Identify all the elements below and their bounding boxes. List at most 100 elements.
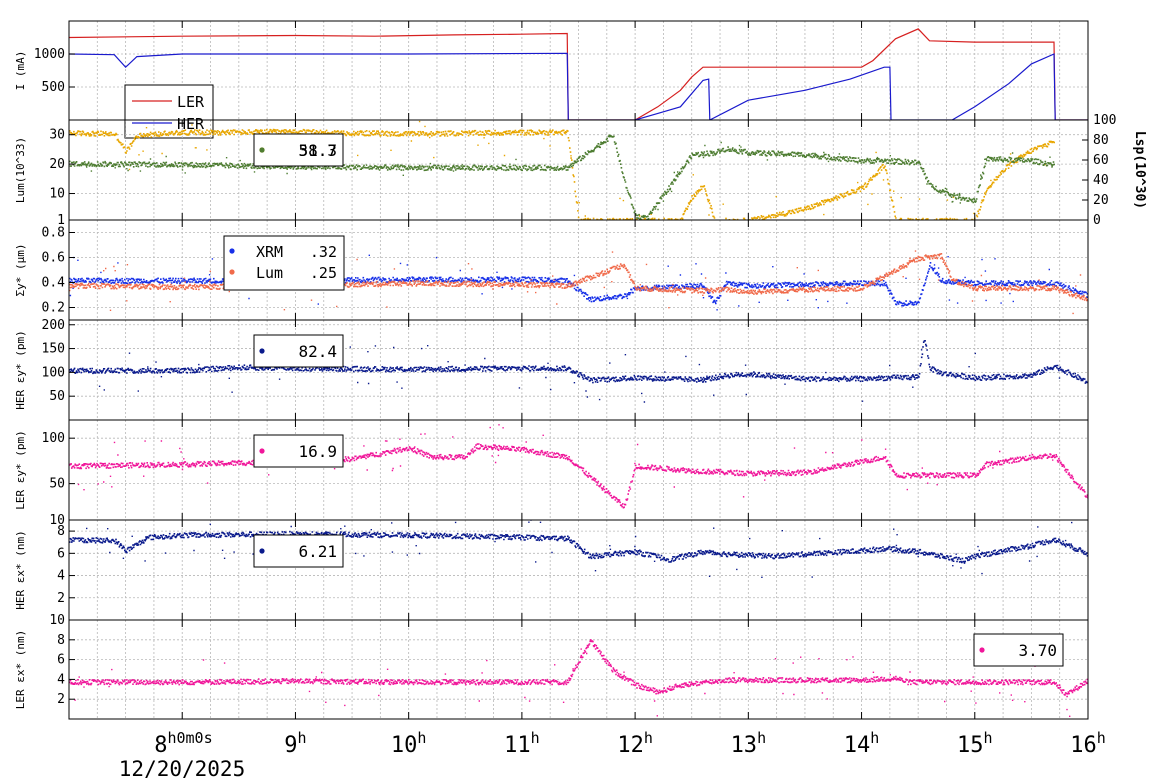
y-tick-label: 1000 bbox=[34, 47, 65, 62]
y2-tick-label: 40 bbox=[1093, 173, 1109, 188]
y-tick-label: 4 bbox=[57, 672, 65, 687]
x-tick-label: 13h bbox=[731, 729, 767, 758]
x-tick-label: 16h bbox=[1070, 729, 1106, 758]
y-tick-label: 8 bbox=[57, 524, 65, 539]
plot-area bbox=[69, 28, 1088, 120]
readout-frame bbox=[253, 534, 344, 568]
x-tick-label: 11h bbox=[504, 729, 540, 758]
series-dots bbox=[69, 520, 1088, 578]
series-dots bbox=[69, 120, 1055, 220]
x-tick-label: 14h bbox=[844, 729, 880, 758]
y-tick-label: 10 bbox=[49, 187, 65, 202]
readout-frame bbox=[973, 633, 1064, 667]
readout-frame bbox=[253, 133, 344, 167]
legend-frame bbox=[124, 84, 214, 139]
y2-tick-label: 100 bbox=[1093, 113, 1116, 128]
readout-box: 58.731.3 bbox=[253, 133, 344, 167]
readout-marker bbox=[259, 548, 265, 554]
plot-area bbox=[69, 639, 1088, 717]
plot-area bbox=[69, 520, 1088, 578]
x-tick-label: 15h bbox=[957, 729, 993, 758]
series-lsp bbox=[69, 134, 1055, 220]
y-tick-label: 0.6 bbox=[42, 251, 65, 266]
x-tick-label: 8h0m0s bbox=[154, 729, 212, 758]
panel-ler_ex: 2 4 6 8 10 LER εx* (nm) 3.70 bbox=[14, 613, 1089, 720]
legend-marker bbox=[229, 248, 235, 254]
y-tick-label: 10 bbox=[49, 513, 65, 528]
series-her-y- bbox=[69, 340, 1088, 403]
readout-box: 82.4 bbox=[253, 334, 344, 368]
y-tick-label: 100 bbox=[42, 365, 65, 380]
series-lum bbox=[69, 250, 1088, 315]
y-axis-label: LER εy* (pm) bbox=[14, 430, 27, 509]
panel-ler_ey: 10 50 100 LER εy* (pm) 16.9 bbox=[14, 419, 1089, 528]
y-tick-label: 0.8 bbox=[42, 226, 65, 241]
y-tick-label: 30 bbox=[49, 128, 65, 143]
y-axis-label: LER εx* (nm) bbox=[14, 630, 27, 709]
y-axis-label: Lum(10^33) bbox=[14, 137, 27, 203]
series-ler bbox=[69, 28, 1088, 120]
readout-box: 16.9 bbox=[253, 434, 344, 468]
y-tick-label: 6 bbox=[57, 546, 65, 561]
y-axis-label: Σy* (μm) bbox=[14, 244, 27, 297]
y-axis-label: HER εy* (pm) bbox=[14, 330, 27, 409]
y-tick-label: 10 bbox=[49, 613, 65, 628]
readout-value: 58.7 bbox=[298, 141, 337, 160]
readout-value: 3.70 bbox=[1018, 641, 1057, 660]
legend-label: XRM bbox=[256, 243, 283, 261]
series-dots bbox=[69, 340, 1088, 403]
y-tick-label: 2 bbox=[57, 591, 65, 606]
legend-label: LER bbox=[177, 93, 205, 111]
y-tick-label: 100 bbox=[42, 431, 65, 446]
series-line bbox=[69, 28, 1088, 120]
series-her-x- bbox=[69, 520, 1088, 578]
y2-tick-label: 0 bbox=[1093, 213, 1101, 228]
legend-frame bbox=[223, 235, 345, 291]
y-tick-label: 0.2 bbox=[42, 301, 65, 316]
panel-sigma: 0.2 0.4 0.6 0.8 Σy* (μm) XRM .32 Lum .25 bbox=[14, 219, 1089, 321]
readout-frame bbox=[253, 434, 344, 468]
readout-box: 3.70 bbox=[973, 633, 1064, 667]
y-tick-label: 6 bbox=[57, 653, 65, 668]
plot-area bbox=[69, 424, 1088, 509]
panel-frame bbox=[68, 619, 1089, 720]
y-tick-label: 50 bbox=[49, 477, 65, 492]
x-tick-label: 10h bbox=[391, 729, 427, 758]
series-line bbox=[69, 52, 1088, 120]
y2-tick-label: 80 bbox=[1093, 133, 1109, 148]
y-tick-label: 0.4 bbox=[42, 276, 66, 291]
series-dots bbox=[69, 424, 1088, 509]
y2-axis-label: Lsp(10^30) bbox=[1132, 131, 1147, 209]
readout-frame bbox=[253, 334, 344, 368]
y-axis-label: I (mA) bbox=[14, 51, 27, 91]
readout-value: 31.3 bbox=[298, 141, 337, 160]
readout-value: 6.21 bbox=[298, 542, 337, 561]
x-axis-labels: 8h0m0s 9h 10h 11h 12h 13h 14h 15h 16h bbox=[154, 729, 1106, 758]
series-her bbox=[69, 52, 1088, 120]
panel-her_ex: 2 4 6 8 HER εx* (nm) 6.21 bbox=[14, 519, 1089, 621]
plot-area bbox=[69, 120, 1055, 220]
y-tick-label: 150 bbox=[42, 342, 65, 357]
readout-marker bbox=[979, 647, 985, 653]
panel-her_ey: 50 100 150 200 HER εy* (pm) 82.4 bbox=[14, 318, 1089, 421]
legend-marker bbox=[229, 269, 235, 275]
y2-tick-label: 20 bbox=[1093, 193, 1109, 208]
readout-value: 16.9 bbox=[298, 442, 337, 461]
y-axis-label: HER εx* (nm) bbox=[14, 530, 27, 609]
legend-label: Lum bbox=[256, 264, 283, 282]
readout-marker bbox=[259, 348, 265, 354]
y-tick-label: 200 bbox=[42, 318, 65, 333]
y-tick-label: 2 bbox=[57, 692, 65, 707]
series-ler-x- bbox=[69, 639, 1088, 717]
y-tick-label: 500 bbox=[42, 80, 65, 95]
legend: XRM .32 Lum .25 bbox=[223, 235, 345, 291]
series-dots bbox=[69, 250, 1088, 315]
x-tick-label: 9h bbox=[284, 729, 306, 758]
series-ler-y- bbox=[69, 424, 1088, 509]
readout-value: 82.4 bbox=[298, 342, 337, 361]
readout-marker bbox=[259, 448, 265, 454]
x-date-label: 12/20/2025 bbox=[119, 757, 245, 781]
series-dots bbox=[69, 134, 1055, 220]
y-tick-label: 20 bbox=[49, 157, 65, 172]
